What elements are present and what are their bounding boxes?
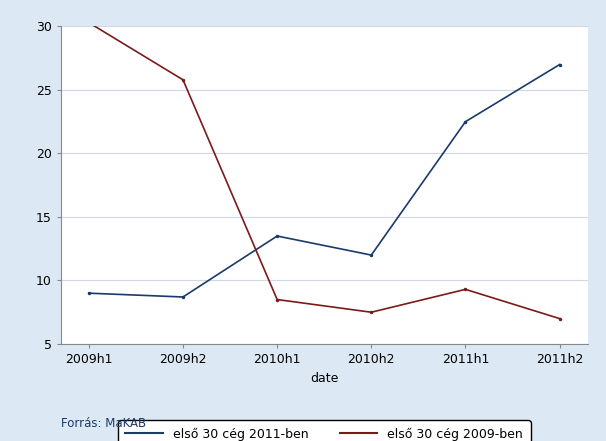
Legend: első 30 cég 2011-ben, első 30 cég 2009-ben: első 30 cég 2011-ben, első 30 cég 2009-b… [118,420,530,441]
Text: Forrás: MaKAB: Forrás: MaKAB [61,417,145,430]
X-axis label: date: date [310,372,338,385]
